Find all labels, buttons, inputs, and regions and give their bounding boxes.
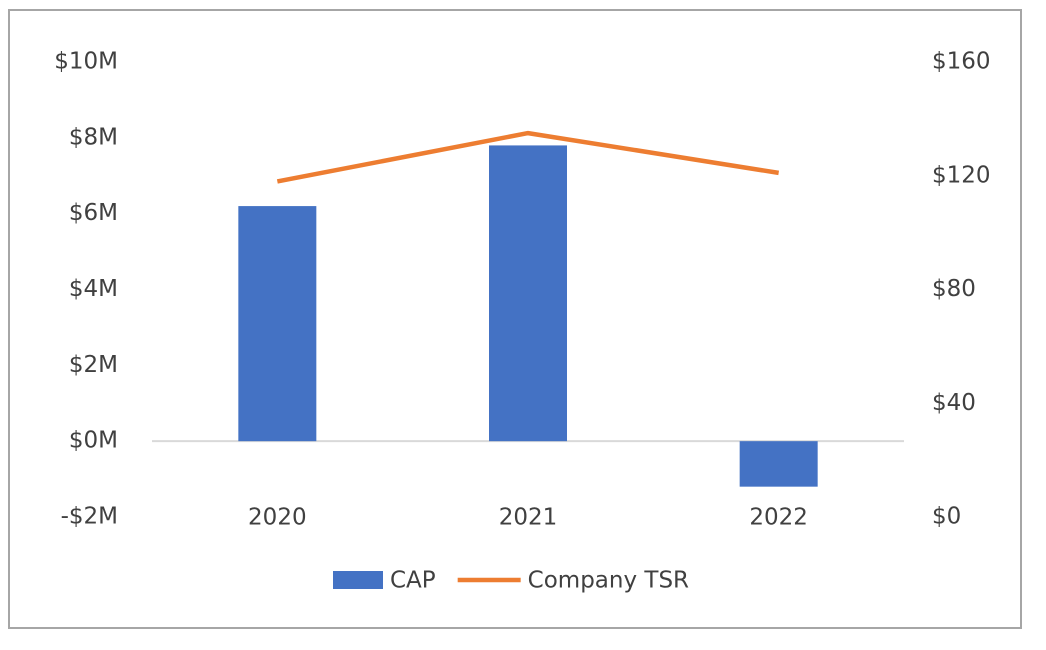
x-tick-label: 2021 bbox=[499, 505, 558, 531]
line bbox=[276, 130, 780, 184]
y2-tick-label: $80 bbox=[932, 276, 976, 302]
y-tick-label: $10M bbox=[54, 49, 118, 75]
y-tick-label: $8M bbox=[69, 124, 118, 150]
x-tick-label: 2022 bbox=[749, 505, 808, 531]
y-tick-label: $0M bbox=[69, 428, 118, 454]
x-tick-label: 2020 bbox=[248, 505, 307, 531]
legend-label: Company TSR bbox=[528, 568, 689, 594]
legend-swatch bbox=[333, 571, 383, 589]
y-tick-label: $6M bbox=[69, 200, 118, 226]
y-tick-label: $4M bbox=[69, 276, 118, 302]
y2-tick-label: $40 bbox=[932, 390, 976, 416]
legend-label: CAP bbox=[390, 568, 436, 594]
y2-tick-label: $0 bbox=[932, 504, 961, 530]
bar bbox=[238, 206, 317, 442]
y-tick-label: $2M bbox=[69, 352, 118, 378]
y-tick-label: -$2M bbox=[61, 504, 118, 530]
bar bbox=[489, 145, 567, 442]
y2-tick-label: $120 bbox=[932, 162, 991, 188]
y2-tick-label: $160 bbox=[932, 49, 991, 75]
bar bbox=[739, 441, 818, 487]
